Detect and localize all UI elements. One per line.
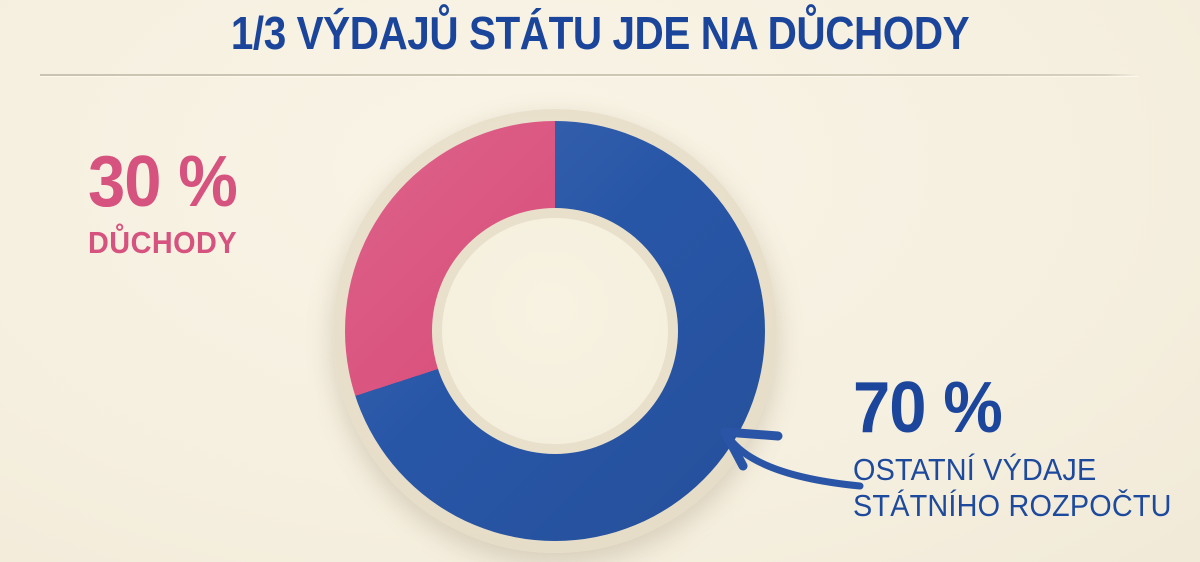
- pension-label: DŮCHODY: [88, 225, 238, 260]
- other-label-line2: STÁTNÍHO ROZPOČTU: [853, 487, 1172, 523]
- other-label-line1: OSTATNÍ VÝDAJE: [853, 452, 1097, 487]
- other-percent: 70 %: [853, 368, 1003, 448]
- title-divider: [40, 74, 1138, 76]
- donut-hole: [442, 218, 668, 444]
- pension-percent: 30 %: [88, 142, 238, 222]
- page-title: 1/3 VÝDAJŮ STÁTU JDE NA DŮCHODY: [230, 7, 970, 59]
- pension-callout: 30 % DŮCHODY: [88, 142, 238, 261]
- other-expenses-callout: 70 % OSTATNÍ VÝDAJE STÁTNÍHO ROZPOČTU: [853, 372, 1172, 524]
- other-label: OSTATNÍ VÝDAJE STÁTNÍHO ROZPOČTU: [853, 452, 1172, 524]
